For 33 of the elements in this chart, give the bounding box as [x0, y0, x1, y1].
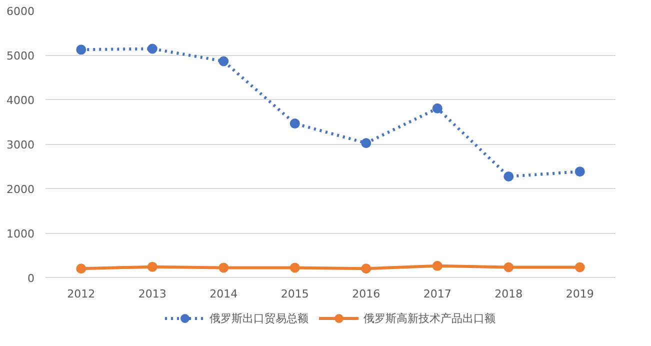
x-tick-label: 2018: [494, 288, 523, 300]
point: [574, 262, 585, 272]
point: [218, 56, 229, 66]
y-tick-label: 4000: [6, 94, 35, 107]
point: [361, 138, 372, 148]
x-tick-label: 2014: [210, 288, 238, 300]
x-tick-label: 2015: [280, 288, 309, 300]
y-tick-label: 3000: [6, 138, 35, 152]
point: [432, 260, 442, 271]
y-tick-label: 5000: [6, 50, 35, 62]
point: [504, 171, 514, 182]
point: [76, 44, 86, 55]
point: [290, 118, 300, 129]
x-tick-label: 2013: [138, 288, 166, 300]
legend-label: 俄罗斯高新技术产品出口额: [364, 310, 496, 326]
y-tick-label: 6000: [6, 5, 35, 18]
point: [290, 262, 300, 273]
point: [504, 262, 514, 272]
point: [432, 103, 442, 114]
x-tick-label: 2012: [67, 288, 96, 300]
x-tick-label: 2017: [423, 288, 452, 300]
point: [218, 262, 229, 273]
point: [574, 166, 585, 177]
point: [361, 264, 372, 274]
y-tick-label: 2000: [6, 183, 35, 196]
point: [76, 264, 86, 274]
y-tick-label: 1000: [6, 228, 35, 240]
x-tick-label: 2016: [352, 288, 380, 300]
point: [147, 262, 158, 272]
legend-label: 俄罗斯出口贸易总额: [210, 310, 308, 326]
point: [147, 44, 158, 54]
x-tick-label: 2019: [566, 288, 594, 300]
y-tick-label: 0: [28, 272, 34, 285]
